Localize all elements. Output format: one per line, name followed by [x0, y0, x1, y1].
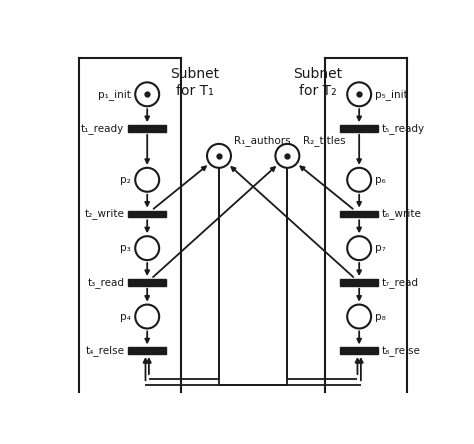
- Text: t₆_write: t₆_write: [382, 209, 422, 219]
- Circle shape: [135, 236, 159, 260]
- Text: p₂: p₂: [120, 175, 131, 185]
- Bar: [128, 279, 166, 286]
- Circle shape: [135, 168, 159, 192]
- Text: t₃_read: t₃_read: [87, 277, 124, 288]
- Text: t₅_ready: t₅_ready: [382, 123, 425, 134]
- Text: t₈_relse: t₈_relse: [382, 345, 421, 356]
- Circle shape: [207, 144, 231, 168]
- Text: t₇_read: t₇_read: [382, 277, 419, 288]
- Bar: [340, 347, 378, 354]
- Text: Subnet
for T₂: Subnet for T₂: [293, 67, 343, 98]
- Text: p₃: p₃: [120, 243, 131, 253]
- Circle shape: [135, 305, 159, 329]
- Bar: [128, 347, 166, 354]
- Text: p₈: p₈: [375, 312, 386, 321]
- Bar: [340, 125, 378, 132]
- Text: p₄: p₄: [120, 312, 131, 321]
- Bar: [340, 210, 378, 218]
- Bar: [128, 125, 166, 132]
- Circle shape: [135, 82, 159, 106]
- Text: p₅_init: p₅_init: [375, 89, 408, 100]
- Text: p₆: p₆: [375, 175, 386, 185]
- Circle shape: [347, 168, 371, 192]
- Text: p₁_init: p₁_init: [98, 89, 131, 100]
- Text: t₁_ready: t₁_ready: [81, 123, 124, 134]
- Text: R₁_authors: R₁_authors: [234, 135, 291, 146]
- Bar: [340, 279, 378, 286]
- Text: R₂_titles: R₂_titles: [303, 135, 346, 146]
- Circle shape: [347, 236, 371, 260]
- Circle shape: [275, 144, 300, 168]
- Text: p₇: p₇: [375, 243, 386, 253]
- Circle shape: [347, 305, 371, 329]
- Text: t₄_relse: t₄_relse: [85, 345, 124, 356]
- Bar: [128, 210, 166, 218]
- Text: Subnet
for T₁: Subnet for T₁: [171, 67, 219, 98]
- Text: t₂_write: t₂_write: [84, 209, 124, 219]
- Circle shape: [347, 82, 371, 106]
